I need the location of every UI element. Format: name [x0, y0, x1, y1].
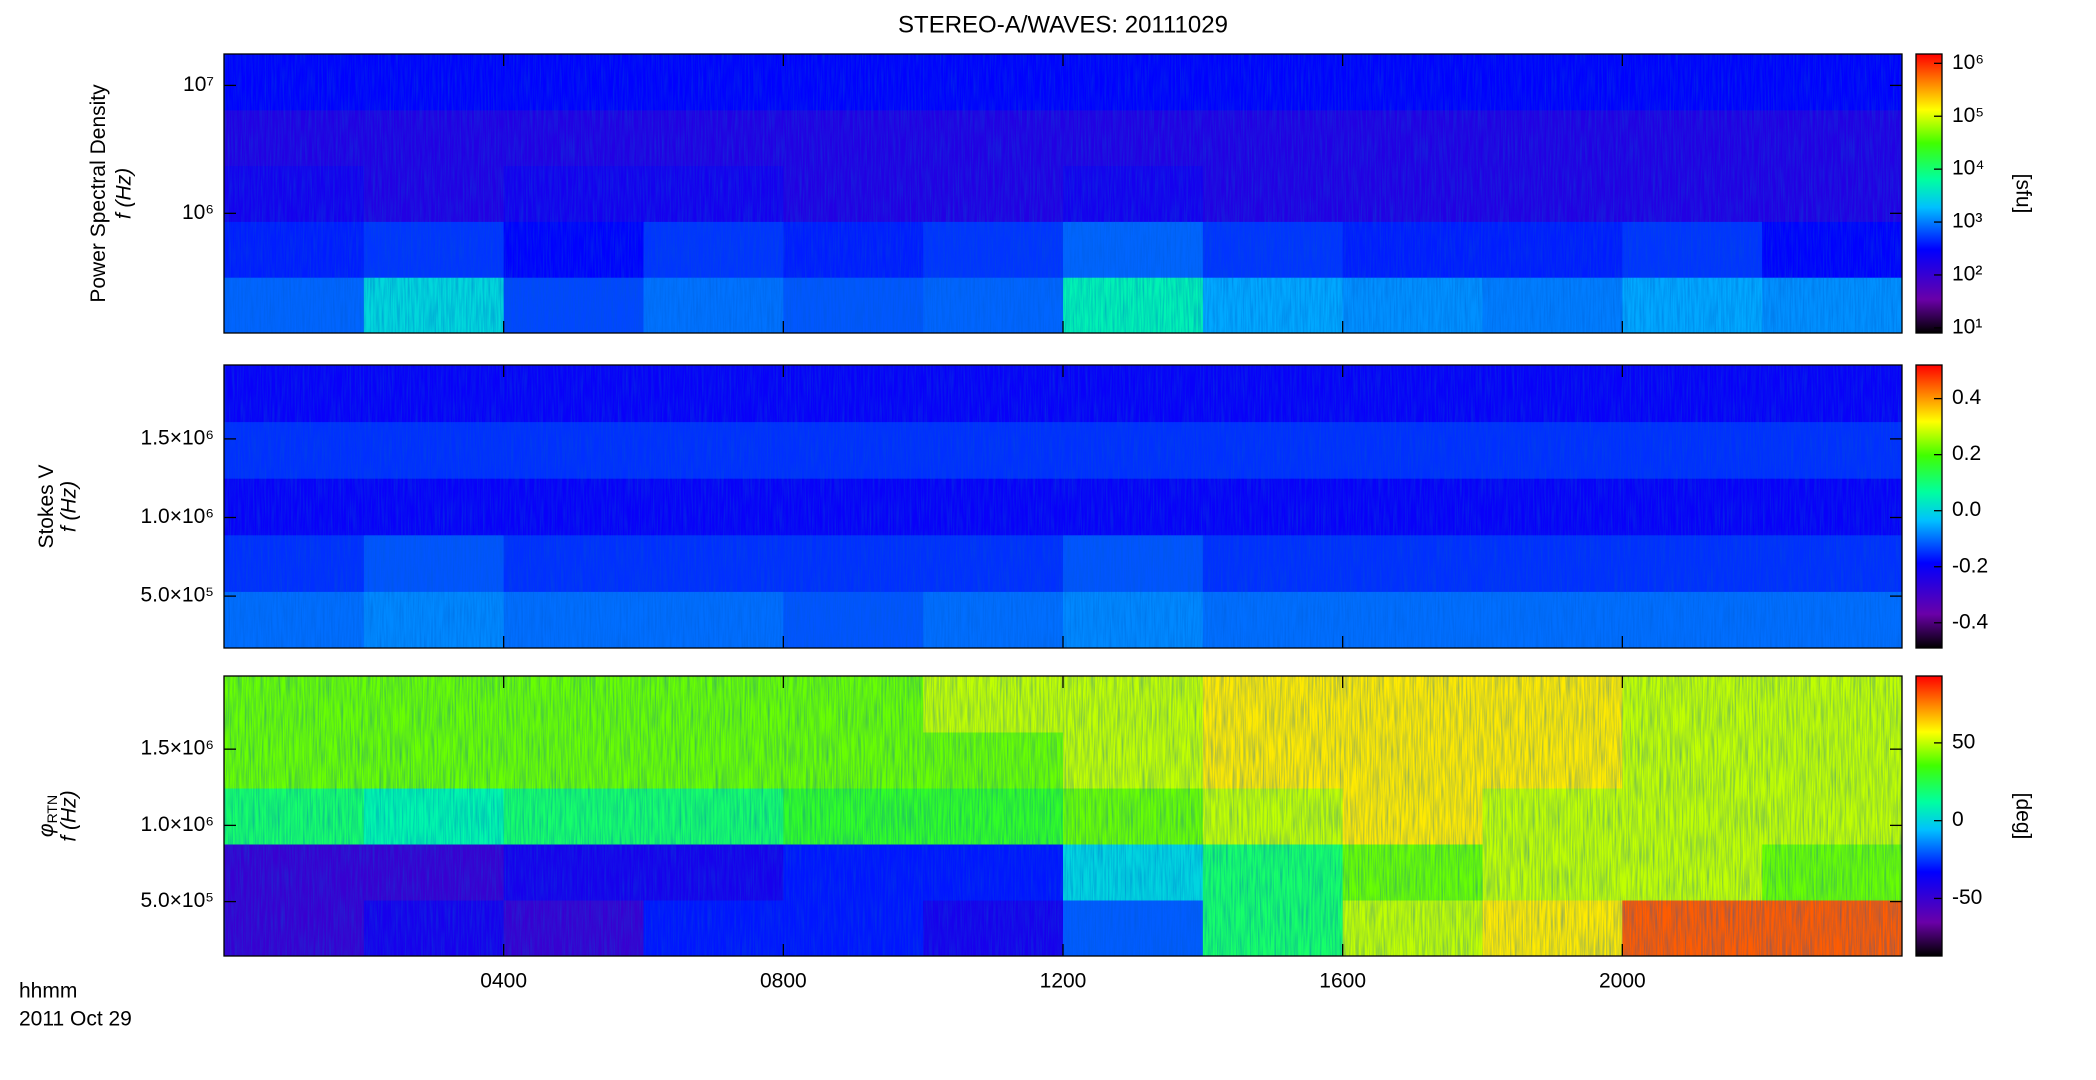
y-axis-label-text: Stokes V	[35, 464, 58, 548]
colorbar-tick-label: 10⁴	[1952, 157, 1984, 180]
x-tick-label: 1200	[1040, 970, 1087, 993]
colorbar-label: [deg]	[2011, 793, 2034, 840]
chart-title: STEREO-A/WAVES: 20111029	[898, 11, 1228, 38]
x-tick-label: 0400	[480, 970, 527, 993]
y-axis-label: φRTN	[35, 795, 60, 837]
y-axis-label: Stokes V	[35, 464, 58, 548]
colorbar-tick-label: 50	[1952, 730, 1975, 753]
y-tick-label: 1.5×10⁶	[141, 426, 214, 449]
x-tick-label: 0800	[760, 970, 807, 993]
colorbar-tick-label: 0	[1952, 808, 1964, 831]
colorbar-tick-label: 10²	[1952, 263, 1982, 286]
x-axis-label: hhmm	[19, 980, 77, 1003]
colorbar-tick-label: 10⁵	[1952, 104, 1984, 127]
date-label: 2011 Oct 29	[19, 1008, 132, 1031]
panel: 5.0×10⁵ 1.0×10⁶ 1.5×10⁶ 0400 0800 1200 1600 200…	[19, 675, 2034, 1031]
colorbar-tick-label: 0.0	[1952, 498, 1981, 521]
y-axis-label-sub: RTN	[44, 795, 60, 824]
texture	[224, 54, 1902, 333]
y-tick-label: 10⁷	[183, 73, 214, 96]
x-tick-label: 2000	[1599, 970, 1646, 993]
colorbar-tick-label: -0.2	[1952, 554, 1988, 577]
y-axis-label-2: f (Hz)	[58, 790, 81, 841]
y-axis-label-2: f (Hz)	[58, 481, 81, 532]
colorbar	[1915, 675, 1943, 957]
x-tick-label: 1600	[1319, 970, 1366, 993]
colorbar	[1915, 53, 1943, 334]
y-axis-label: Power Spectral Density	[87, 84, 110, 303]
texture	[224, 676, 1902, 956]
colorbar-tick-label: 10³	[1952, 210, 1982, 233]
colorbar-tick-label: -0.4	[1952, 610, 1989, 633]
y-axis-label-text: Power Spectral Density	[87, 84, 110, 303]
y-tick-label: 5.0×10⁵	[140, 584, 214, 607]
colorbar	[1915, 364, 1943, 649]
y-axis-label-2: f (Hz)	[113, 168, 136, 219]
colorbar-label: [sfu]	[2011, 174, 2034, 214]
texture	[224, 365, 1902, 648]
colorbar-tick-label: 0.4	[1952, 386, 1982, 409]
y-axis-label-text: φ	[35, 823, 58, 837]
colorbar-tick-label: 0.2	[1952, 442, 1981, 465]
y-tick-label: 1.0×10⁶	[141, 813, 214, 836]
y-tick-label: 1.0×10⁶	[141, 505, 214, 528]
y-tick-label: 10⁶	[182, 201, 214, 224]
colorbar-tick-label: 10⁶	[1952, 51, 1984, 74]
panel: 10⁶ 10⁷ Power Spectral Density f (Hz) 10¹ 10²…	[87, 51, 2035, 339]
y-tick-label: 5.0×10⁵	[140, 889, 214, 912]
colorbar-tick-label: 10¹	[1952, 315, 1982, 338]
y-tick-label: 1.5×10⁶	[141, 737, 214, 760]
colorbar-tick-label: -50	[1952, 886, 1982, 909]
